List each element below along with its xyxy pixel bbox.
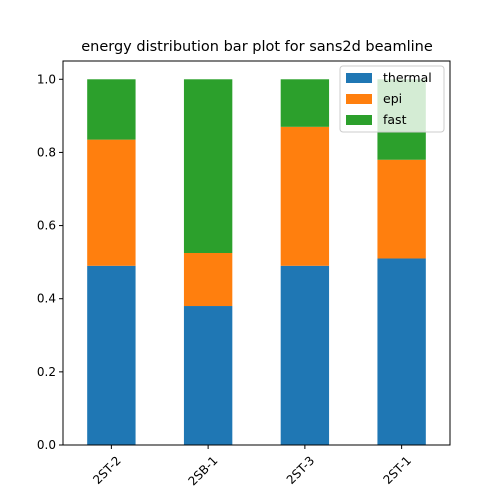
bar-fast-2sb-1	[183, 79, 233, 253]
legend-swatch-epi	[346, 94, 372, 104]
y-tick-label: 0.6	[37, 219, 56, 233]
bar-fast-2st-3	[280, 79, 330, 127]
legend-label-thermal: thermal	[383, 70, 432, 85]
plot-frame	[62, 60, 451, 446]
legend-swatch-fast	[346, 115, 372, 125]
x-tick-label: 2ST-2	[90, 453, 124, 487]
y-tick-label: 0.4	[37, 292, 56, 306]
y-tick-label: 0.8	[37, 145, 56, 159]
legend-label-fast: fast	[383, 112, 407, 127]
legend: thermal epi fast	[339, 65, 445, 133]
y-tick-label: 1.0	[37, 72, 56, 86]
y-tick-label: 0.0	[37, 438, 56, 452]
x-tick-label: 2ST-1	[380, 453, 414, 487]
x-tick-label: 2SB-1	[185, 453, 220, 488]
axes-layer: 0.0 0.2 0.4 0.6 0.8 1.0 2ST-2 2SB-1 2ST-3 2ST-1	[37, 60, 451, 488]
bar-thermal-2st-1	[377, 258, 426, 445]
bar-epi-2st-1	[377, 159, 426, 259]
bar-epi-2st-3	[280, 126, 330, 266]
bar-thermal-2st-3	[280, 265, 330, 445]
legend-label-epi: epi	[383, 91, 402, 106]
bar-fast-2st-2	[87, 79, 136, 140]
bar-thermal-2sb-1	[183, 306, 233, 445]
bar-thermal-2st-2	[87, 265, 136, 445]
y-tick-label: 0.2	[37, 365, 56, 379]
bar-epi-2st-2	[87, 139, 136, 266]
x-tick-label: 2ST-3	[284, 453, 318, 487]
bars-layer	[87, 79, 426, 445]
bar-epi-2sb-1	[183, 253, 233, 307]
legend-swatch-thermal	[346, 73, 372, 83]
chart-title: energy distribution bar plot for sans2d …	[81, 39, 433, 55]
